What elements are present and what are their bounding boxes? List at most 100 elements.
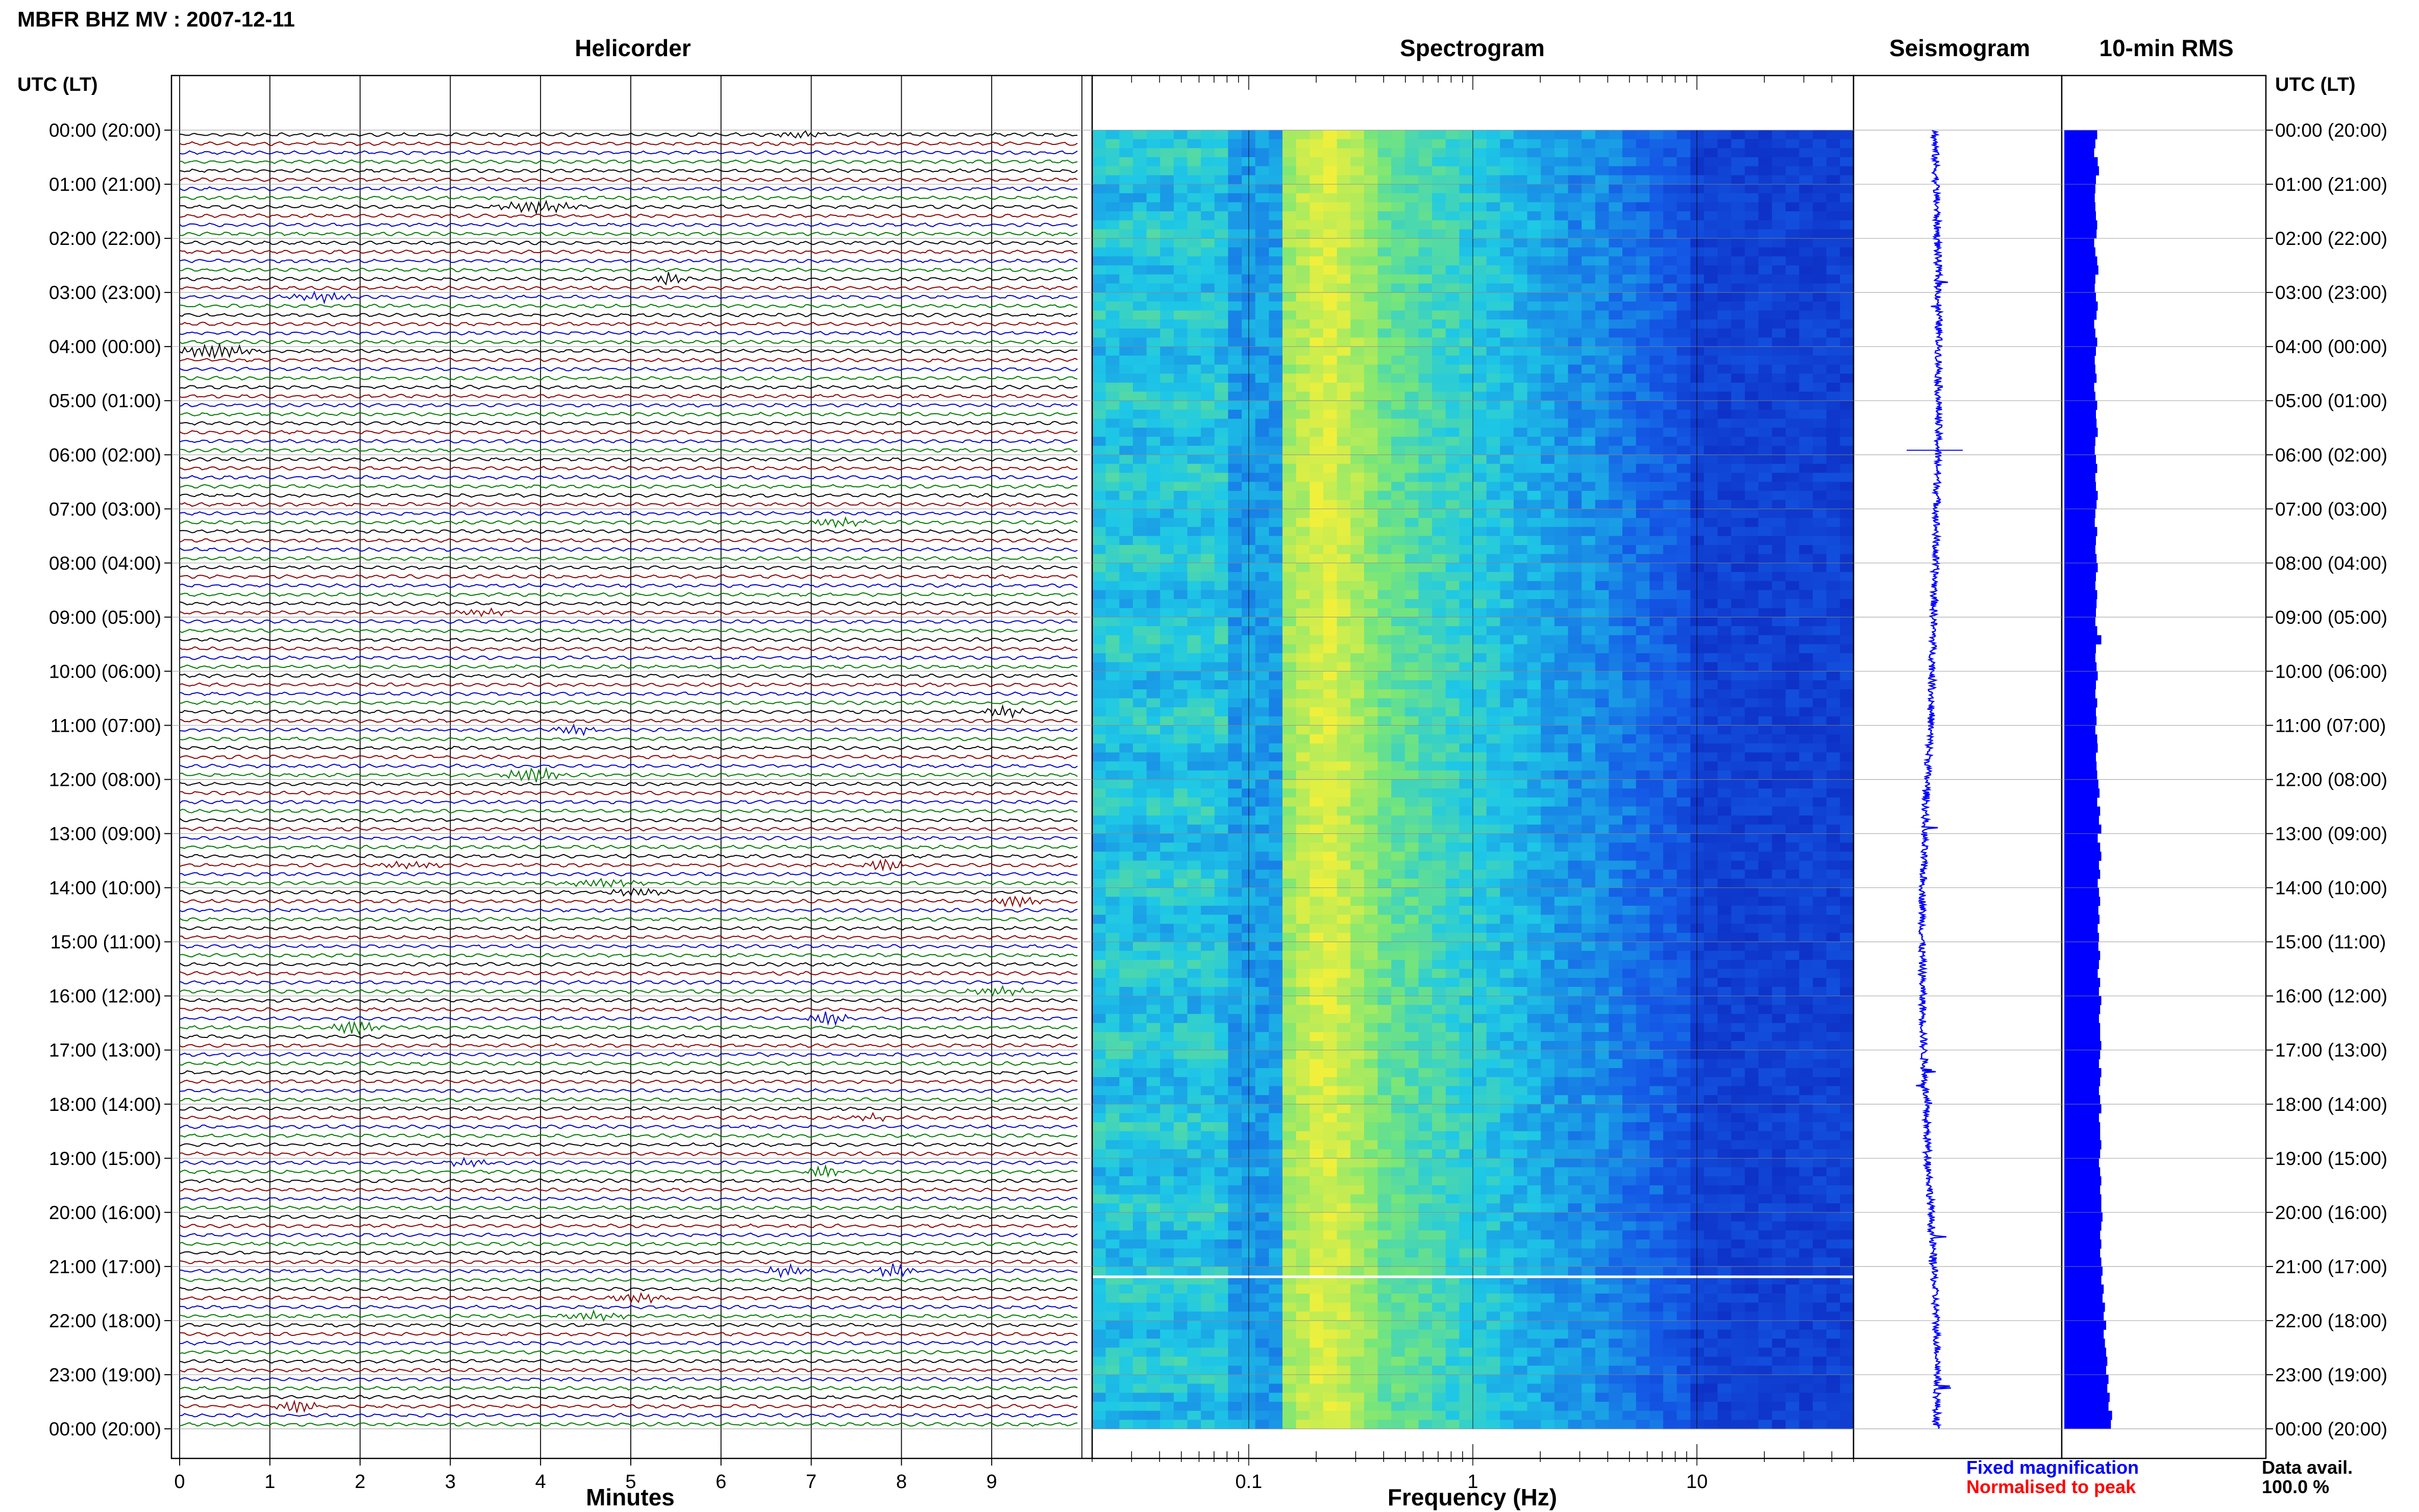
spectrogram-cell (1269, 617, 1283, 627)
spectrogram-cell (1676, 463, 1691, 474)
spectrogram-cell (1663, 770, 1677, 780)
spectrogram-cell (1690, 436, 1705, 447)
spectrogram-cell (1636, 761, 1650, 771)
spectrogram-cell (1255, 806, 1270, 816)
spectrogram-cell (1554, 788, 1569, 798)
spectrogram-cell (1092, 770, 1106, 780)
spectrogram-cell (1445, 193, 1460, 203)
spectrogram-cell (1568, 752, 1582, 762)
spectrogram-cell (1595, 554, 1610, 563)
spectrogram-cell (1527, 833, 1541, 843)
spectrogram-cell (1391, 238, 1405, 248)
spectrogram-cell (1744, 671, 1759, 681)
spectrogram-cell (1473, 445, 1487, 455)
spectrogram-cell (1201, 644, 1215, 654)
spectrogram-cell (1296, 455, 1310, 464)
spectrogram-cell (1337, 374, 1351, 383)
spectrogram-cell (1676, 166, 1691, 176)
spectrogram-cell (1187, 355, 1201, 365)
spectrogram-cell (1132, 139, 1147, 148)
spectrogram-cell (1092, 545, 1106, 555)
spectrogram-cell (1364, 725, 1378, 735)
spectrogram-cell (1826, 482, 1841, 491)
spectrogram-cell (1663, 788, 1677, 798)
spectrogram-cell (1609, 897, 1623, 906)
spectrogram-cell (1173, 815, 1188, 825)
spectrogram-cell (1350, 626, 1365, 636)
spectrogram-cell (1513, 292, 1528, 302)
spectrogram-cell (1310, 824, 1324, 834)
spectrogram-cell (1119, 797, 1133, 807)
spectrogram-cell (1704, 824, 1718, 834)
spectrogram-cell (1541, 608, 1555, 617)
spectrogram-cell (1255, 689, 1270, 699)
spectrogram-cell (1473, 166, 1487, 176)
spectrogram-cell (1840, 626, 1854, 636)
spectrogram-cell (1622, 536, 1637, 546)
spectrogram-cell (1799, 761, 1813, 771)
spectrogram-cell (1622, 761, 1637, 771)
spectrogram-cell (1582, 202, 1596, 212)
spectrogram-cell (1785, 860, 1800, 870)
spectrogram-cell (1813, 870, 1827, 879)
spectrogram-cell (1704, 752, 1718, 762)
spectrogram-cell (1799, 463, 1813, 474)
spectrogram-cell (1105, 247, 1120, 257)
spectrogram-cell (1813, 148, 1827, 158)
spectrogram-cell (1704, 256, 1718, 266)
spectrogram-cell (1813, 671, 1827, 681)
spectrogram-cell (1826, 409, 1841, 419)
spectrogram-cell (1418, 752, 1433, 762)
spectrogram-cell (1377, 130, 1392, 140)
spectrogram-cell (1486, 635, 1500, 645)
spectrogram-cell (1377, 265, 1392, 275)
spectrogram-cell (1404, 653, 1419, 663)
spectrogram-cell (1269, 842, 1283, 852)
spectrogram-cell (1296, 139, 1310, 148)
spectrogram-cell (1595, 473, 1610, 482)
spectrogram-cell (1473, 463, 1487, 474)
spectrogram-cell (1269, 680, 1283, 690)
spectrogram-cell (1704, 914, 1718, 924)
spectrogram-cell (1160, 725, 1174, 735)
spectrogram-cell (1255, 590, 1270, 600)
spectrogram-cell (1296, 797, 1310, 807)
spectrogram-cell (1092, 518, 1106, 528)
spectrogram-cell (1160, 752, 1174, 762)
spectrogram-cell (1636, 509, 1650, 518)
spectrogram-cell (1132, 301, 1147, 311)
spectrogram-cell (1418, 337, 1433, 347)
spectrogram-cell (1609, 824, 1623, 834)
spectrogram-cell (1595, 463, 1610, 474)
spectrogram-cell (1105, 292, 1120, 302)
spectrogram-cell (1554, 328, 1569, 338)
spectrogram-cell (1609, 536, 1623, 546)
spectrogram-cell (1758, 563, 1772, 573)
spectrogram-cell (1609, 292, 1623, 302)
spectrogram-cell (1582, 680, 1596, 690)
spectrogram-cell (1350, 924, 1365, 933)
spectrogram-cell (1377, 374, 1392, 383)
spectrogram-cell (1785, 139, 1800, 148)
spectrogram-cell (1554, 572, 1569, 582)
spectrogram-cell (1840, 401, 1854, 410)
spectrogram-cell (1105, 788, 1120, 798)
spectrogram-cell (1432, 518, 1446, 528)
spectrogram-cell (1744, 842, 1759, 852)
spectrogram-cell (1595, 897, 1610, 906)
spectrogram-cell (1391, 175, 1405, 185)
spectrogram-cell (1187, 752, 1201, 762)
spectrogram-cell (1404, 247, 1419, 257)
spectrogram-cell (1486, 653, 1500, 663)
spectrogram-cell (1609, 698, 1623, 708)
spectrogram-cell (1813, 355, 1827, 365)
spectrogram-cell (1582, 301, 1596, 311)
spectrogram-cell (1826, 247, 1841, 257)
spectrogram-cell (1187, 409, 1201, 419)
spectrogram-cell (1840, 518, 1854, 528)
spectrogram-cell (1636, 824, 1650, 834)
spectrogram-cell (1649, 716, 1664, 726)
spectrogram-cell (1541, 428, 1555, 437)
spectrogram-cell (1459, 833, 1473, 843)
spectrogram-cell (1513, 914, 1528, 924)
